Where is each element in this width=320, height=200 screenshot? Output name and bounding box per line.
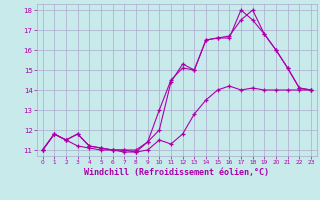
X-axis label: Windchill (Refroidissement éolien,°C): Windchill (Refroidissement éolien,°C) xyxy=(84,168,269,177)
